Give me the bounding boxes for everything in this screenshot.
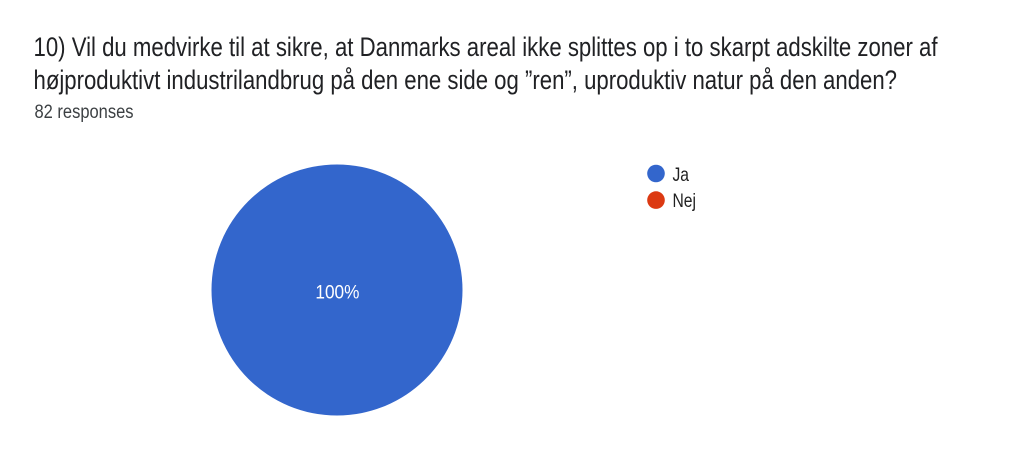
svg-text:10) Vil du medvirke til at sik: 10) Vil du medvirke til at sikre, at Dan…	[34, 32, 938, 62]
svg-text:højproduktivt industrilandbrug: højproduktivt industrilandbrug på den en…	[34, 65, 898, 95]
svg-text:Ja: Ja	[673, 164, 690, 186]
svg-text:100%: 100%	[315, 281, 359, 303]
svg-text:82 responses: 82 responses	[35, 101, 134, 123]
svg-text:Nej: Nej	[673, 190, 697, 212]
